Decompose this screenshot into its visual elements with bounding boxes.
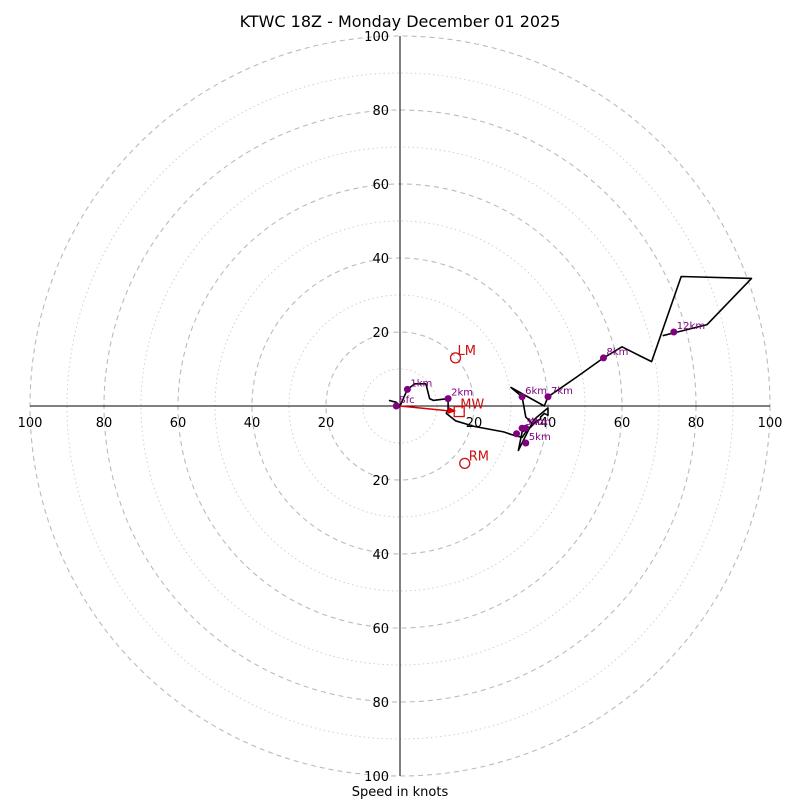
tick-label-down-40: 40	[372, 548, 389, 563]
tick-label-up-60: 60	[372, 178, 389, 193]
tick-label-up-40: 40	[372, 252, 389, 267]
tick-label-up-20: 20	[372, 326, 389, 341]
mean-wind-arrowhead	[447, 406, 457, 414]
tick-labels: 20 20 20 20 40 40 40 40 60 60 60 60 80 80 80 80 100 100 10…	[18, 30, 783, 785]
height-marker-sfc	[392, 402, 400, 410]
tick-label-right-40: 40	[540, 416, 557, 431]
tick-label-left-80: 80	[96, 416, 113, 431]
tick-label-left-60: 60	[170, 416, 187, 431]
height-marker-6km	[518, 393, 526, 401]
tick-label-down-100: 100	[364, 770, 389, 785]
height-label-3km: 3km	[525, 417, 547, 428]
tick-label-left-40: 40	[244, 416, 261, 431]
tick-label-right-80: 80	[688, 416, 705, 431]
left-mover-label: LM	[458, 344, 476, 359]
tick-label-down-20: 20	[372, 474, 389, 489]
height-label-12km: 12km	[677, 321, 705, 332]
right-mover-marker	[459, 457, 471, 470]
height-marker-2km	[444, 395, 452, 403]
hodograph-trace	[388, 275, 753, 452]
height-marker-8km	[600, 354, 607, 362]
tick-label-down-60: 60	[372, 622, 389, 637]
x-axis-label: Speed in knots	[352, 785, 449, 800]
mean-wind-label: MW	[460, 398, 484, 413]
height-label-2km: 2km	[451, 388, 473, 399]
tick-label-left-20: 20	[318, 416, 335, 431]
height-label-4km: 4km	[529, 417, 551, 428]
height-marker-12km	[670, 328, 678, 336]
left-mover-marker	[449, 352, 462, 364]
hodograph-trace-group	[388, 275, 753, 452]
right-mover-label: RM	[469, 449, 489, 464]
tick-label-right-60: 60	[614, 416, 631, 431]
tick-label-down-80: 80	[372, 696, 389, 711]
height-label-1km: 1km	[410, 378, 432, 389]
height-marker-extra	[513, 430, 521, 438]
height-marker-5km	[522, 439, 530, 447]
tick-label-left-100: 100	[18, 416, 43, 431]
height-label-5km: 5km	[529, 432, 551, 443]
storm-motion-group: LM RM MW	[399, 344, 489, 470]
height-marker-4km	[522, 424, 530, 432]
height-label-6km: 6km	[525, 386, 547, 397]
chart-title: KTWC 18Z - Monday December 01 2025	[240, 12, 561, 31]
mean-wind-arrow	[399, 405, 451, 412]
tick-label-up-100: 100	[364, 30, 389, 45]
tick-label-right-100: 100	[758, 416, 783, 431]
height-marker-7km	[544, 393, 552, 401]
tick-label-up-80: 80	[372, 104, 389, 119]
height-marker-1km	[403, 385, 411, 393]
height-label-sfc: Sfc	[399, 395, 414, 406]
height-label-8km: 8km	[607, 347, 629, 358]
tick-label-right-20: 20	[466, 416, 483, 431]
height-label-7km: 7km	[551, 386, 573, 397]
